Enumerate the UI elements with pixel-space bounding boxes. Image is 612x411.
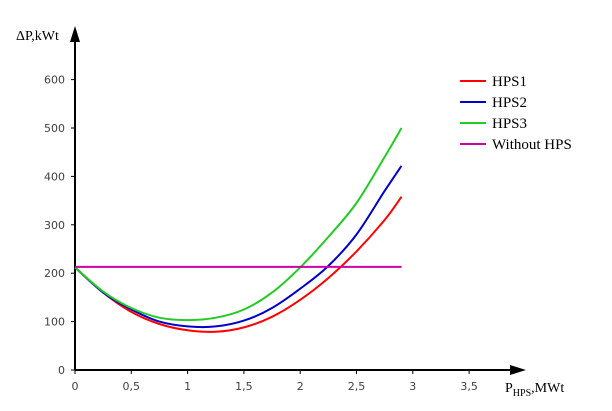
x-tick-label: 2,5 [348,380,366,393]
series-line-hps1 [74,196,403,333]
x-tick-label: 3 [409,380,416,393]
y-tick-label: 200 [44,267,65,280]
series-layer [74,127,403,333]
x-tick-label: 1,5 [235,380,253,393]
y-axis-arrow [70,26,80,42]
legend-label-hps2: HPS2 [492,95,527,111]
y-tick-label: 600 [44,74,65,87]
x-tick-label: 0 [72,380,79,393]
x-axis-arrow [510,365,526,375]
series-line-hps3 [74,127,403,322]
x-tick-label: 0,5 [123,380,141,393]
x-axis-label-main: P [505,381,513,396]
y-tick-label: 500 [44,122,65,135]
y-tick-label: 400 [44,170,65,183]
y-tick-label: 100 [44,316,65,329]
legend-label-hps3: HPS3 [492,116,527,132]
y-axis-label: ΔP,kWt [16,29,59,44]
x-axis-label-unit: ,MWt [531,381,564,396]
x-tick-label: 1 [184,380,191,393]
x-tick-label: 3,5 [460,380,478,393]
legend-label-without-hps: Without HPS [492,137,572,153]
x-axis-label-sub: HPS [513,388,531,399]
axes: 0 100 200 300 400 500 600 0 0,5 1 1,5 2 2,5 3 3,5 ΔP,kW… [16,26,564,399]
legend: HPS1 HPS2 HPS3 Without HPS [460,74,572,153]
legend-label-hps1: HPS1 [492,74,527,90]
y-tick-label: 0 [58,364,65,377]
x-tick-label: 2 [297,380,304,393]
series-line-hps2 [74,165,403,329]
y-tick-label: 300 [44,219,65,232]
x-axis-label: PHPS,MWt [505,381,564,399]
